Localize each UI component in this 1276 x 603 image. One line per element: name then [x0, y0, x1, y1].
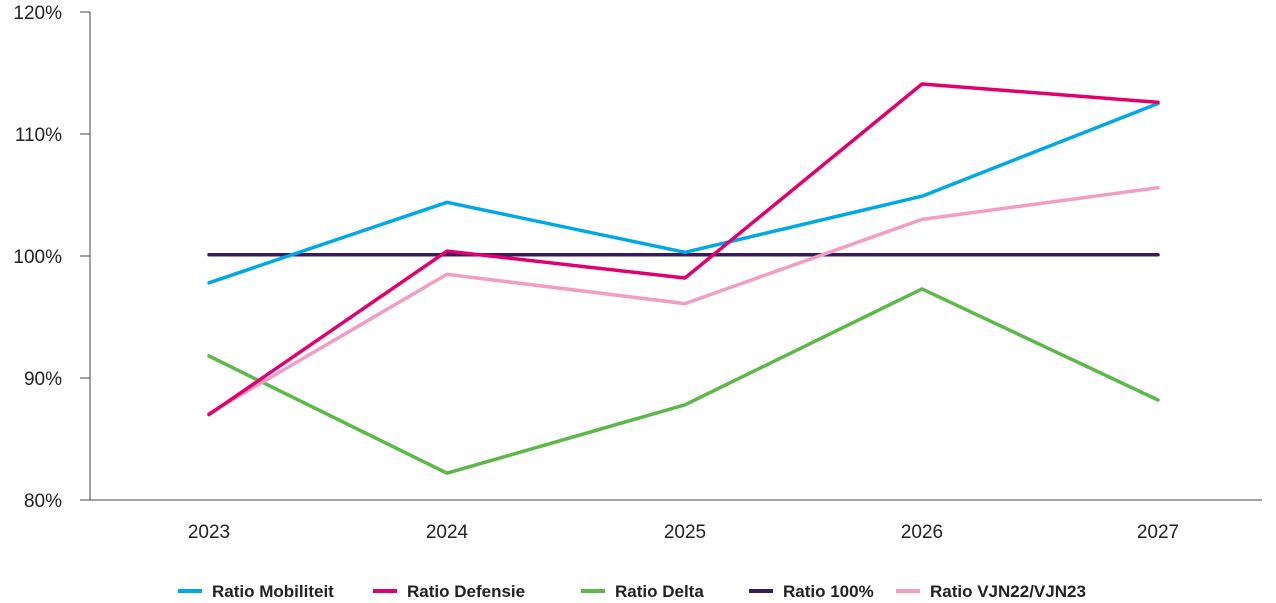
series-lines: [207, 82, 1160, 475]
series-line-ratio-delta: [207, 287, 1160, 475]
legend-label: Ratio Defensie: [407, 582, 525, 601]
x-tick-label: 2026: [901, 522, 943, 543]
x-tick-label: 2027: [1137, 522, 1179, 543]
legend-item: Ratio 100%: [749, 582, 874, 601]
y-tick-label: 110%: [15, 125, 62, 146]
x-tick-label: 2024: [426, 522, 469, 543]
legend-item: Ratio VJN22/VJN23: [896, 582, 1086, 601]
legend: Ratio Mobiliteit Ratio Defensie Ratio Delt…: [178, 582, 1086, 601]
series-line-ratio-vjn22-vjn23: [207, 185, 1160, 416]
y-tick-label: 90%: [24, 369, 62, 390]
series-line-ratio-mobiliteit: [207, 101, 1160, 285]
x-axis-ticks: 2023 2024 2025 2026 2027: [188, 522, 1179, 543]
legend-label: Ratio Mobiliteit: [212, 582, 334, 601]
series-line-ratio-defensie: [207, 82, 1160, 417]
x-tick-label: 2025: [664, 522, 706, 543]
legend-item: Ratio Delta: [581, 582, 704, 601]
legend-label: Ratio Delta: [615, 582, 704, 601]
legend-label: Ratio 100%: [783, 582, 874, 601]
x-tick-label: 2023: [188, 522, 230, 543]
y-tick-label: 80%: [24, 491, 62, 512]
legend-item: Ratio Mobiliteit: [178, 582, 334, 601]
y-tick-label: 120%: [13, 3, 62, 24]
y-axis-ticks: 80% 90% 100% 110% 120%: [13, 3, 90, 512]
legend-item: Ratio Defensie: [373, 582, 525, 601]
y-tick-label: 100%: [13, 247, 62, 268]
legend-label: Ratio VJN22/VJN23: [930, 582, 1086, 601]
